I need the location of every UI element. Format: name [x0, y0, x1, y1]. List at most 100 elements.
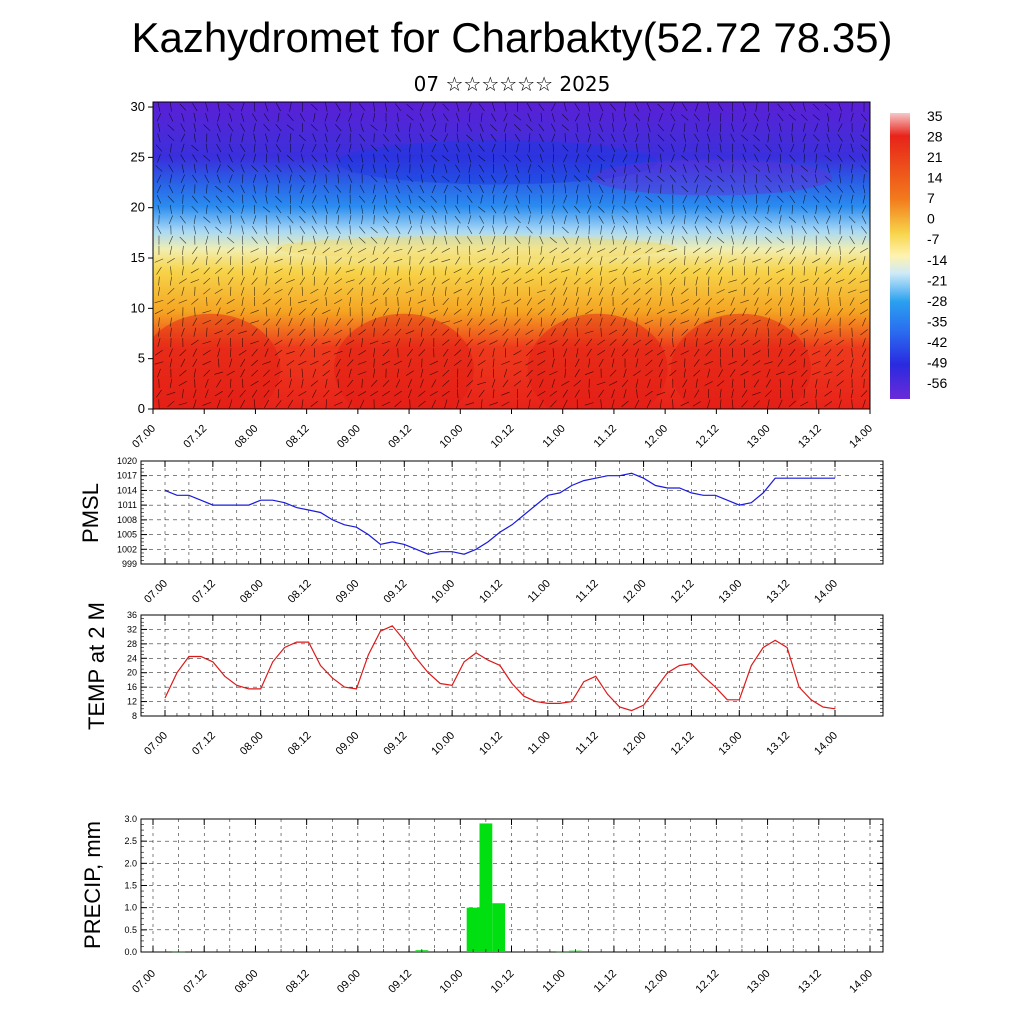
- wind-barb: [479, 235, 484, 245]
- wind-barb: [408, 307, 412, 317]
- wind-barb: [480, 368, 483, 378]
- wind-barb: [335, 154, 341, 163]
- wind-barb: [600, 225, 602, 235]
- wind-barb: [754, 297, 759, 306]
- wind-barb: [360, 143, 364, 153]
- wind-barb: [789, 318, 796, 326]
- x-tick-label: 10.00: [429, 578, 457, 606]
- wind-barb: [850, 133, 854, 143]
- wind-barb: [501, 391, 510, 396]
- x-tick-label: 07.00: [142, 578, 170, 606]
- colorbar-label: 21: [927, 149, 943, 165]
- wind-barb: [443, 143, 449, 153]
- wind-barb: [264, 133, 269, 143]
- wind-barb: [800, 329, 809, 335]
- wind-barb: [706, 236, 712, 245]
- wind-barb: [431, 399, 437, 409]
- wind-barb: [252, 215, 257, 225]
- wind-barb: [791, 378, 794, 388]
- wind-barb: [647, 123, 651, 132]
- wind-barb: [575, 133, 580, 143]
- wind-barb: [706, 195, 712, 204]
- wind-barb: [240, 184, 245, 194]
- warm-core: [527, 313, 668, 409]
- wind-barb: [634, 348, 640, 357]
- wind-barb: [824, 195, 832, 203]
- wind-barb: [156, 225, 162, 235]
- wind-barb: [670, 102, 675, 112]
- wind-barb: [624, 276, 626, 286]
- wind-barb: [298, 391, 307, 397]
- wind-barb: [552, 143, 554, 153]
- x-tick-label: 13.12: [764, 578, 792, 606]
- wind-barb: [609, 247, 617, 254]
- y-tick-label: 1005: [117, 530, 137, 540]
- wind-barb: [719, 256, 723, 266]
- x-tick-label: 13.12: [796, 968, 824, 996]
- wind-barb: [229, 225, 232, 235]
- wind-barb: [203, 155, 211, 162]
- wind-barb: [647, 235, 651, 245]
- wind-barb: [707, 307, 710, 317]
- wind-barb: [479, 348, 485, 357]
- wind-barb: [611, 153, 615, 163]
- wind-barb: [574, 205, 581, 214]
- wind-barb: [551, 112, 555, 122]
- wind-barb: [824, 103, 832, 111]
- wind-barb: [170, 266, 172, 276]
- wind-barb: [444, 266, 447, 276]
- wind-barb: [230, 348, 232, 358]
- wind-barb: [660, 153, 662, 163]
- wind-barb: [369, 340, 379, 345]
- wind-barb: [395, 195, 401, 204]
- wind-barb: [154, 361, 164, 365]
- wind-barb: [752, 339, 761, 346]
- wind-barb: [527, 379, 532, 388]
- wind-barb: [755, 102, 758, 112]
- wind-barb: [791, 389, 794, 399]
- wind-barb: [504, 286, 507, 296]
- wind-barb: [718, 225, 723, 235]
- wind-barb: [229, 133, 232, 143]
- wind-barb: [729, 174, 736, 183]
- wind-barb: [502, 328, 509, 336]
- wind-barb: [788, 400, 796, 408]
- wind-barb: [635, 215, 639, 225]
- wind-barb: [492, 389, 495, 399]
- wind-barb: [692, 401, 701, 407]
- wind-barb: [849, 308, 856, 316]
- wind-barb: [264, 399, 269, 408]
- wind-barb: [791, 204, 793, 214]
- wind-barb: [431, 276, 437, 286]
- wind-barb: [393, 258, 403, 263]
- wind-barb: [513, 370, 522, 376]
- wind-barb: [275, 164, 282, 173]
- wind-barb: [156, 113, 162, 122]
- wind-barb: [540, 225, 543, 235]
- wind-barb: [192, 256, 198, 265]
- wind-barb: [752, 350, 761, 356]
- wind-barb: [288, 307, 293, 317]
- wind-barb: [417, 299, 427, 304]
- wind-barb: [848, 246, 856, 254]
- wind-barb: [217, 112, 221, 122]
- wind-barb: [251, 225, 258, 234]
- wind-barb: [849, 297, 855, 306]
- wind-barb: [169, 378, 172, 388]
- wind-barb: [731, 245, 734, 255]
- wind-barb: [407, 317, 413, 327]
- wind-barb: [203, 267, 211, 275]
- wind-barb: [611, 184, 615, 194]
- wind-barb: [298, 134, 306, 142]
- wind-barb: [465, 402, 475, 406]
- wind-barb: [477, 258, 486, 263]
- wind-barb: [202, 402, 212, 406]
- wind-barb: [814, 327, 819, 337]
- y-tick-label: 16: [127, 682, 137, 692]
- colorbar-label: 0: [927, 211, 935, 227]
- wind-barb: [668, 361, 678, 365]
- wind-barb: [741, 277, 748, 285]
- wind-barb: [670, 153, 675, 163]
- wind-barb: [586, 205, 592, 214]
